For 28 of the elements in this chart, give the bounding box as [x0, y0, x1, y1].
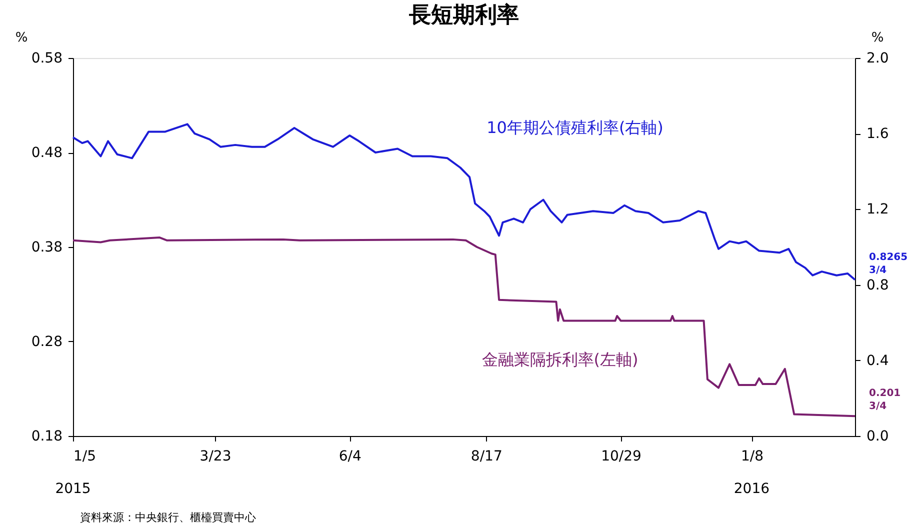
y2-axis-title: % — [871, 30, 884, 46]
source-note: 資料來源：中央銀行、櫃檯買賣中心 — [80, 511, 256, 524]
line-series — [72, 236, 856, 418]
y2-tick-label: 1.6 — [866, 126, 889, 142]
chart-title: 長短期利率 — [408, 2, 519, 28]
text: 10年期公債殖利率(右軸) — [486, 118, 664, 137]
y2-tick-label: 1.2 — [866, 202, 889, 218]
series-label: 金融業隔拆利率(左軸) — [482, 350, 638, 369]
y-tick-label: 0.28 — [31, 334, 62, 350]
y2-tick-label: 0.4 — [866, 352, 889, 369]
data-label: 0.201 3/4 — [869, 388, 901, 412]
x-tick-label: 6/4 — [338, 448, 362, 464]
text: 2016 — [734, 481, 770, 497]
text: 2015 — [55, 481, 91, 497]
x-tick-label: 1/8 — [740, 448, 764, 464]
x-tick-label: 10/29 — [601, 448, 642, 464]
y-axis-title: % — [15, 30, 28, 46]
y2-tick-label: 0.0 — [866, 428, 889, 444]
x-tick-label: 3/23 — [200, 448, 232, 464]
x-tick-label: 8/17 — [470, 448, 502, 464]
y-tick-label: 0.58 — [31, 50, 62, 66]
y-tick-label: 0.38 — [31, 240, 62, 256]
y2-tick-label: 2.0 — [866, 50, 889, 66]
data-label: 0.8265 3/4 — [869, 252, 908, 276]
y2-tick-label: 0.8 — [866, 277, 889, 294]
x-tick-label: 1/5 — [74, 448, 96, 464]
y-tick-label: 0.18 — [31, 428, 62, 444]
y-tick-label: 0.48 — [31, 145, 62, 161]
